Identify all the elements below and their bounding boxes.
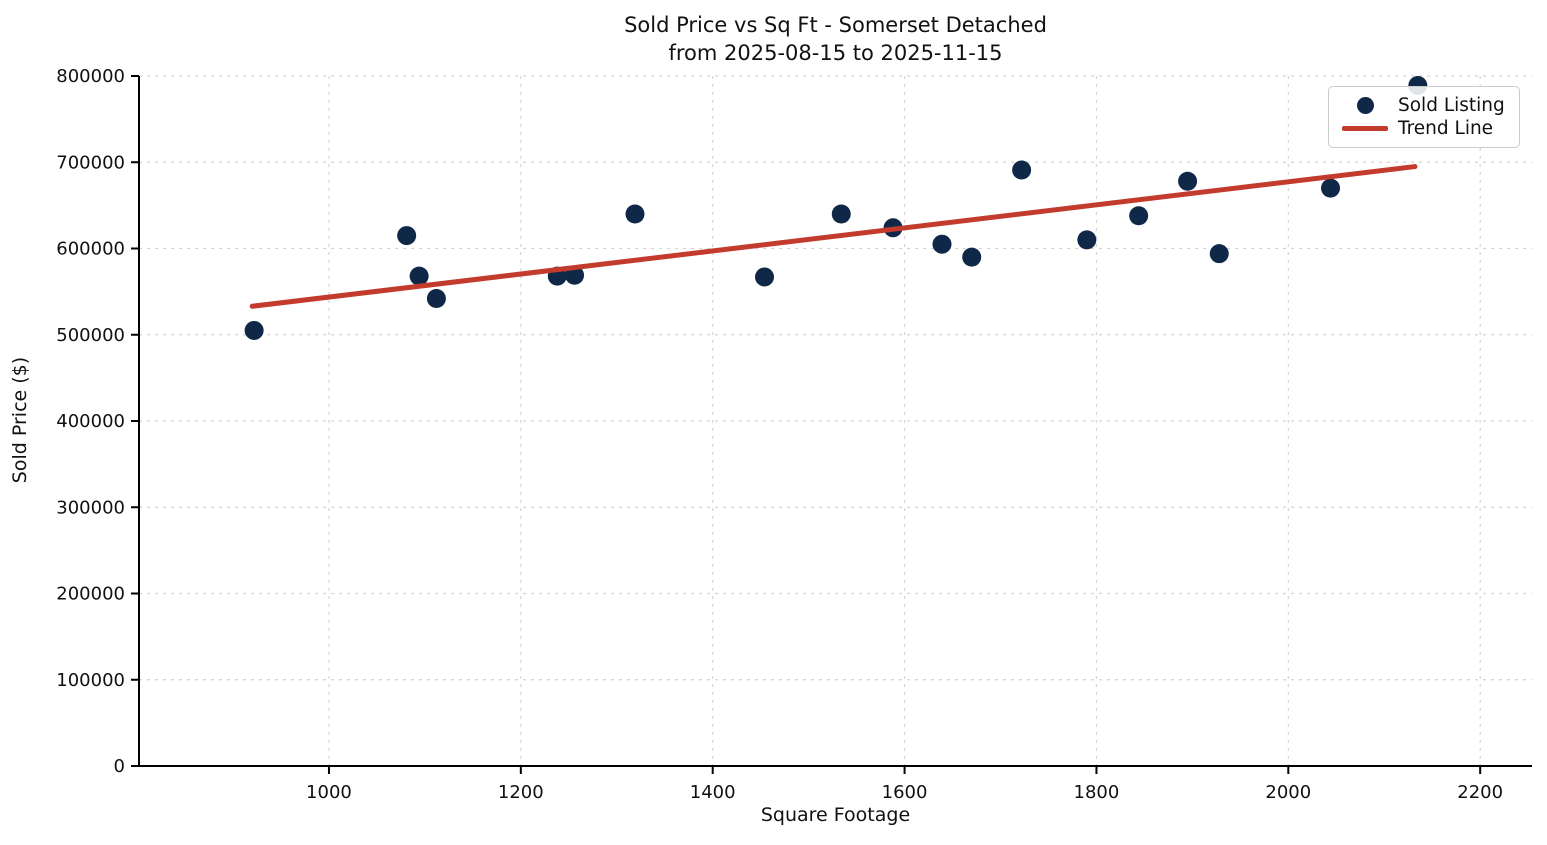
y-tick-label: 600000 bbox=[56, 239, 125, 260]
y-tick-label: 400000 bbox=[56, 411, 125, 432]
y-tick-label: 800000 bbox=[56, 66, 125, 87]
data-point bbox=[932, 234, 952, 254]
x-axis-label: Square Footage bbox=[760, 804, 911, 826]
data-point bbox=[1129, 206, 1149, 226]
data-point bbox=[831, 204, 851, 224]
legend-item-sold-listing: Sold Listing bbox=[1341, 94, 1509, 117]
y-tick-label: 700000 bbox=[56, 152, 125, 173]
data-point bbox=[962, 247, 982, 267]
data-point bbox=[1012, 160, 1032, 180]
x-tick-label: 1200 bbox=[498, 782, 544, 803]
data-point bbox=[409, 266, 429, 286]
axis-layer: 1000 1200 1400 1600 1800 2000 2200 0 100000 20000… bbox=[56, 66, 1532, 803]
x-tick-label: 1000 bbox=[306, 782, 352, 803]
data-point bbox=[755, 267, 775, 287]
data-point bbox=[244, 320, 264, 340]
data-point bbox=[1077, 230, 1097, 250]
x-tick-label: 2200 bbox=[1457, 782, 1503, 803]
x-tick-label: 1800 bbox=[1074, 782, 1120, 803]
x-tick-label: 1600 bbox=[882, 782, 928, 803]
y-tick-label: 0 bbox=[114, 756, 125, 777]
legend-label: Sold Listing bbox=[1398, 95, 1505, 116]
data-point bbox=[1178, 171, 1198, 191]
data-point bbox=[1209, 244, 1229, 264]
trend-line-icon bbox=[1342, 126, 1388, 131]
legend: Sold Listing Trend Line bbox=[1328, 86, 1520, 148]
data-point bbox=[1321, 178, 1341, 198]
data-point bbox=[625, 204, 645, 224]
trend-line bbox=[249, 164, 1418, 309]
y-tick-label: 200000 bbox=[56, 584, 125, 605]
x-tick-label: 2000 bbox=[1265, 782, 1311, 803]
y-tick-label: 300000 bbox=[56, 497, 125, 518]
data-point bbox=[426, 289, 446, 309]
y-axis-label: Sold Price ($) bbox=[9, 356, 31, 484]
y-tick-label: 500000 bbox=[56, 325, 125, 346]
legend-marker-cell bbox=[1341, 97, 1389, 114]
chart-title: Sold Price vs Sq Ft - Somerset Detached bbox=[624, 13, 1047, 37]
chart-subtitle: from 2025-08-15 to 2025-11-15 bbox=[668, 41, 1003, 66]
chart-title-block: Sold Price vs Sq Ft - Somerset Detached … bbox=[139, 11, 1532, 68]
scatter-marker-icon bbox=[1356, 97, 1374, 114]
y-tick-label: 100000 bbox=[56, 670, 125, 691]
x-tick-label: 1400 bbox=[690, 782, 736, 803]
legend-item-trend-line: Trend Line bbox=[1341, 117, 1509, 140]
legend-marker-cell bbox=[1341, 126, 1389, 131]
data-point bbox=[397, 226, 417, 246]
legend-label: Trend Line bbox=[1398, 118, 1494, 139]
data-layer bbox=[244, 75, 1428, 340]
